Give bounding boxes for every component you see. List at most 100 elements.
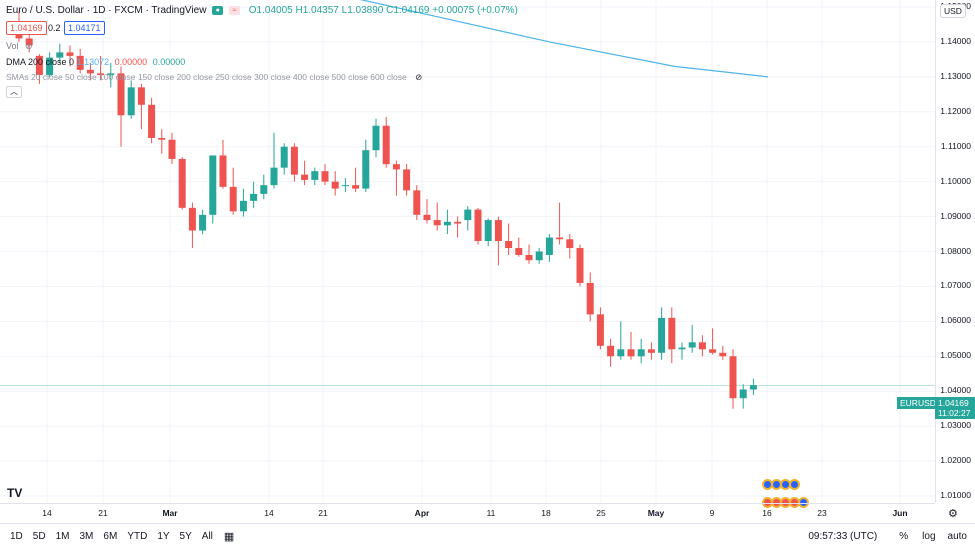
candle-body <box>35 55 43 76</box>
ohlc-values: O1.04005 H1.04357 L1.03890 C1.04169 +0.0… <box>248 5 518 16</box>
dma-value-3: 0.00000 <box>152 57 186 67</box>
ask-price-box[interactable]: 1.04171 <box>64 21 105 35</box>
dma-label: DMA 200 close 0 <box>6 57 75 67</box>
period-button-1m[interactable]: 1M <box>55 530 70 542</box>
candle-body <box>209 155 217 215</box>
symbol-title: Euro / U.S. Dollar · 1D · FXCM · Trading… <box>6 5 207 16</box>
price-tick-label: 1.12000 <box>940 105 971 116</box>
data-status-icon: ≈ <box>229 5 240 15</box>
price-tick-label: 1.08000 <box>940 245 971 256</box>
period-button-ytd[interactable]: YTD <box>127 530 148 542</box>
price-axis[interactable]: 1.150001.140001.130001.120001.110001.100… <box>935 0 975 503</box>
eye-off-icon[interactable]: ⊘ <box>415 72 423 82</box>
candle-body <box>576 248 584 283</box>
symbol-price-tag: EURUSD <box>897 397 939 409</box>
currency-badge[interactable]: USD <box>940 4 966 18</box>
eu-flag-icon[interactable] <box>798 497 809 508</box>
period-button-3m[interactable]: 3M <box>79 530 94 542</box>
candle-body <box>260 185 268 194</box>
candle-body <box>658 317 666 353</box>
candle-body <box>321 171 329 182</box>
candle-body <box>76 55 84 70</box>
time-axis[interactable]: 14 21 Mar 14 21 Apr 11 18 25 May 9 16 23 Jun <box>0 503 935 523</box>
candle-body <box>698 342 706 350</box>
bid-price-box[interactable]: 1.04169 <box>6 21 47 35</box>
candle-body <box>188 207 196 231</box>
candle-body <box>352 185 360 189</box>
candle-body <box>311 171 319 180</box>
smas-legend[interactable]: SMAs 20 close 50 close 100 close 150 clo… <box>6 72 422 83</box>
price-tick-label: 1.14000 <box>940 35 971 46</box>
volume-label: Vol <box>6 41 19 51</box>
percent-toggle[interactable]: % <box>899 530 909 542</box>
candle-body <box>199 214 207 231</box>
chart-area[interactable]: Euro / U.S. Dollar · 1D · FXCM · Trading… <box>0 0 935 508</box>
period-button-1d[interactable]: 1D <box>10 530 23 542</box>
candle-body <box>219 155 227 187</box>
settings-gear-icon[interactable]: ⚙ <box>948 508 958 520</box>
candle-body <box>25 38 33 46</box>
chart-legend-title: Euro / U.S. Dollar · 1D · FXCM · Trading… <box>6 5 518 16</box>
period-button-5d[interactable]: 5D <box>32 530 46 542</box>
price-tick-label: 1.13000 <box>940 70 971 81</box>
period-button-5y[interactable]: 5Y <box>179 530 192 542</box>
tradingview-logo[interactable]: TV <box>7 486 23 500</box>
period-button-1y[interactable]: 1Y <box>157 530 170 542</box>
candle-body <box>46 57 54 76</box>
price-tick-label: 1.01000 <box>940 490 971 500</box>
candle-body <box>454 221 462 224</box>
time-tick-label: 9 <box>709 508 715 518</box>
candle-body <box>688 342 696 348</box>
price-tick-label: 1.06000 <box>940 315 971 326</box>
candle-body <box>433 220 441 226</box>
dma-200-line <box>359 0 769 78</box>
collapse-legend-button[interactable]: ︿ <box>6 86 22 98</box>
candle-body <box>607 345 615 357</box>
calendar-icon[interactable]: ▦ <box>223 530 235 543</box>
candle-body <box>97 73 105 76</box>
eu-flag-icon[interactable] <box>789 479 800 490</box>
dma-value-2: 0.00000 <box>114 57 148 67</box>
eye-off-icon[interactable]: ⊘ <box>25 41 33 51</box>
candle-body <box>566 239 574 249</box>
time-tick-label: 21 <box>318 508 328 518</box>
volume-legend[interactable]: Vol ⊘ <box>6 41 33 52</box>
log-toggle[interactable]: log <box>922 530 936 542</box>
candle-body <box>749 385 757 390</box>
auto-toggle[interactable]: auto <box>947 530 967 542</box>
candle-body <box>341 185 349 187</box>
time-tick-label: Mar <box>162 508 178 518</box>
candle-body <box>423 214 431 221</box>
candle-body <box>515 248 523 255</box>
candle-body <box>719 352 727 357</box>
period-button-all[interactable]: All <box>201 530 213 542</box>
candle-body <box>290 146 298 175</box>
candle-body <box>403 169 411 191</box>
time-tick-label: Apr <box>414 508 430 518</box>
candle-body <box>301 174 309 180</box>
candle-body <box>709 349 717 353</box>
time-tick-label: 23 <box>817 508 827 518</box>
clock-display[interactable]: 09:57:33 (UTC) <box>808 530 878 542</box>
price-tick-label: 1.07000 <box>940 280 971 291</box>
dma-legend[interactable]: DMA 200 close 0 1.13072 0.00000 0.00000 <box>6 57 185 67</box>
candle-body <box>586 282 594 315</box>
candle-body <box>372 125 380 151</box>
last-price-tag: 1.04169 <box>935 397 975 409</box>
candle-body <box>637 349 645 357</box>
time-tick-label: 21 <box>98 508 108 518</box>
candle-body <box>556 237 564 240</box>
candle-body <box>729 356 737 399</box>
smas-label: SMAs 20 close 50 close 100 close 150 clo… <box>6 72 407 82</box>
candle-body <box>668 317 676 350</box>
candle-body <box>484 220 492 242</box>
candle-body <box>178 158 186 208</box>
market-open-icon: ● <box>212 5 224 15</box>
candle-body <box>627 349 635 357</box>
candlestick-chart[interactable] <box>0 0 935 503</box>
price-tick-label: 1.02000 <box>940 455 971 466</box>
time-tick-label: May <box>647 508 665 518</box>
period-button-6m[interactable]: 6M <box>103 530 118 542</box>
events-flags[interactable] <box>762 477 809 513</box>
price-tick-label: 1.03000 <box>940 420 971 431</box>
